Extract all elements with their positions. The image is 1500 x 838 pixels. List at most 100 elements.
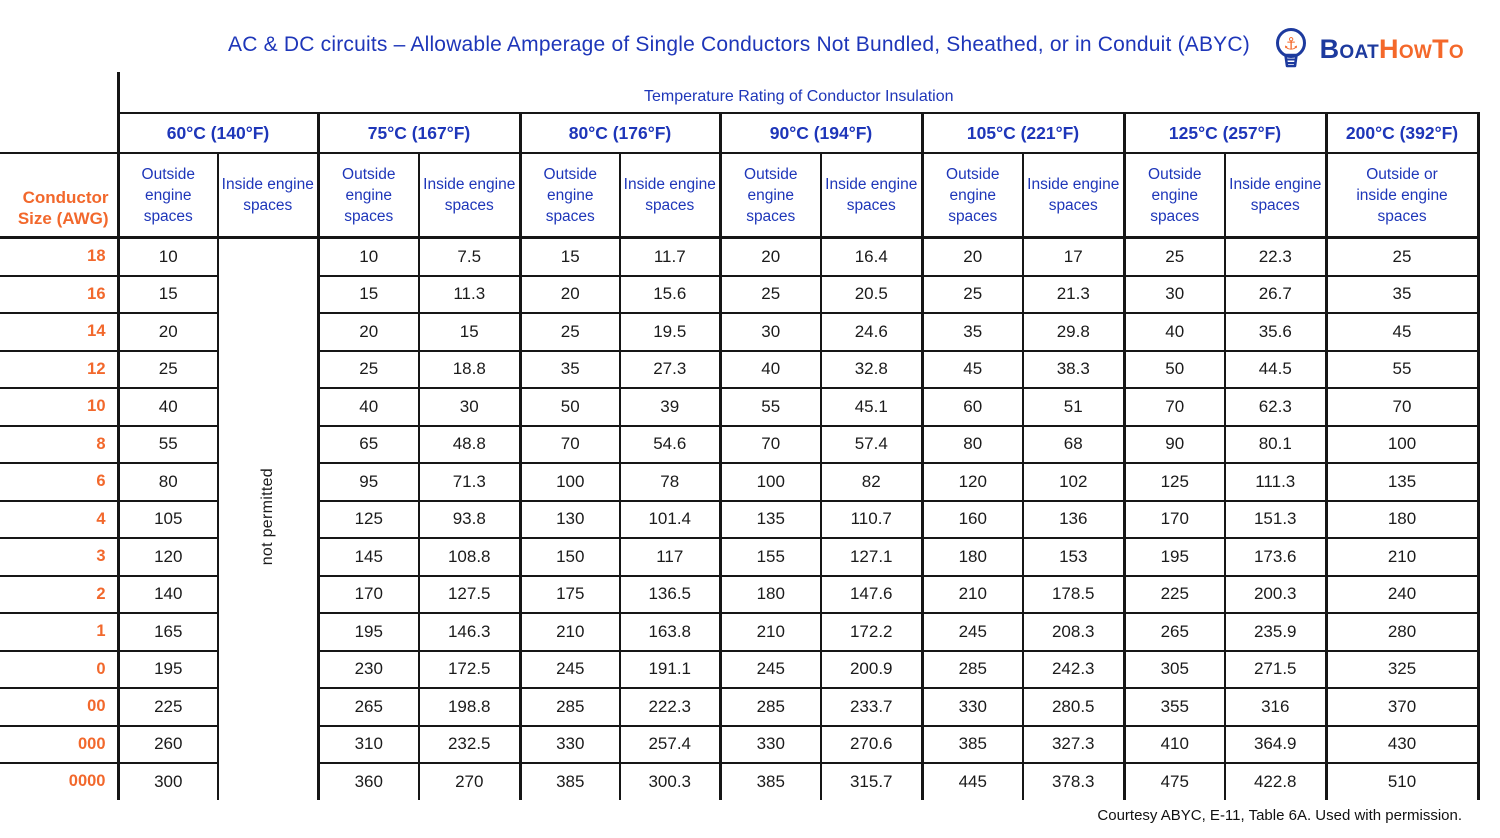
amperage-cell: 80.1	[1224, 425, 1326, 464]
temp-header-60: 60°C (140°F)	[116, 113, 318, 154]
amperage-cell: 25	[116, 350, 218, 389]
amperage-cell: 35.6	[1224, 313, 1326, 352]
amperage-cell: 15.6	[619, 275, 720, 314]
amperage-cell: 364.9	[1224, 725, 1326, 764]
amperage-cell: 10	[316, 237, 419, 277]
table-row: 0 195 230 172.5 245 191.1 245 200.9 285 242.3 305 2…	[0, 650, 1480, 689]
amperage-cell: 71.3	[418, 463, 520, 502]
amperage-cell: 151.3	[1224, 500, 1326, 539]
amperage-cell: 280.5	[1022, 688, 1124, 727]
amperage-cell: 510	[1324, 763, 1480, 800]
amperage-cell: 191.1	[619, 650, 720, 689]
amperage-cell: 20	[316, 313, 419, 352]
amperage-cell: 120	[920, 463, 1023, 502]
amperage-cell: 25	[920, 275, 1023, 314]
amperage-cell: 245	[518, 650, 620, 689]
amperage-cell: 180	[1324, 500, 1480, 539]
amperage-cell: 140	[116, 575, 218, 614]
amperage-cell: 125	[1122, 463, 1225, 502]
amperage-cell: 7.5	[418, 237, 520, 277]
awg-size-label: 14	[0, 313, 118, 352]
amperage-cell: 68	[1022, 425, 1124, 464]
amperage-cell: 195	[116, 650, 218, 689]
amperage-cell: 270.6	[820, 725, 922, 764]
sub-header-90-outside: Outside engine spaces	[718, 153, 821, 239]
amperage-cell: 45.1	[820, 388, 922, 427]
amperage-cell: 172.2	[820, 613, 922, 652]
amperage-cell: 35	[920, 313, 1023, 352]
amperage-cell: 55	[116, 425, 218, 464]
amperage-cell: 40	[1122, 313, 1225, 352]
sub-header-90-inside: Inside engine spaces	[820, 153, 922, 239]
awg-size-label: 2	[0, 575, 118, 614]
brand-part-howto: HowTo	[1379, 34, 1464, 64]
amperage-cell: 25	[1324, 237, 1480, 277]
amperage-cell: 60	[920, 388, 1023, 427]
amperage-cell: 325	[1324, 650, 1480, 689]
lightbulb-anchor-icon: ⚓	[1275, 28, 1306, 68]
amperage-cell: 270	[418, 763, 520, 800]
amperage-cell: 153	[1022, 538, 1124, 577]
amperage-cell: 95	[316, 463, 419, 502]
amperage-cell: 15	[418, 313, 520, 352]
amperage-cell: 70	[518, 425, 620, 464]
amperage-cell: 70	[1122, 388, 1225, 427]
amperage-cell: 160	[920, 500, 1023, 539]
amperage-cell: 430	[1324, 725, 1480, 764]
amperage-cell: 285	[718, 688, 821, 727]
awg-size-label: 4	[0, 500, 118, 539]
amperage-cell: 315.7	[820, 763, 922, 800]
awg-size-label: 000	[0, 725, 118, 764]
amperage-cell: 172.5	[418, 650, 520, 689]
amperage-cell: 55	[1324, 350, 1480, 389]
amperage-cell: 93.8	[418, 500, 520, 539]
table-row: 4 105 125 93.8 130 101.4 135 110.7 160 136 170 151.…	[0, 500, 1480, 539]
amperage-cell: 57.4	[820, 425, 922, 464]
amperage-table: Temperature Rating of Conductor Insulati…	[0, 72, 1480, 800]
table-row: 18 10 not permitted 10 7.5 15 11.7 20 16.4 20 17 25…	[0, 237, 1480, 800]
sub-header-80-outside: Outside engine spaces	[518, 153, 620, 239]
amperage-cell: 170	[1122, 500, 1225, 539]
awg-size-label: 0	[0, 650, 118, 689]
amperage-cell: 26.7	[1224, 275, 1326, 314]
amperage-cell: 82	[820, 463, 922, 502]
table-row: 000 260 310 232.5 330 257.4 330 270.6 385 327.3 41…	[0, 725, 1480, 764]
temp-header-125: 125°C (257°F)	[1122, 113, 1326, 154]
amperage-cell: 300.3	[619, 763, 720, 800]
amperage-cell: 50	[518, 388, 620, 427]
amperage-cell: 195	[1122, 538, 1225, 577]
amperage-cell: 25	[518, 313, 620, 352]
amperage-cell: 80	[920, 425, 1023, 464]
amperage-cell: 230	[316, 650, 419, 689]
awg-size-label: 3	[0, 538, 118, 577]
amperage-cell: 385	[518, 763, 620, 800]
amperage-cell: 385	[920, 725, 1023, 764]
amperage-cell: 40	[718, 350, 821, 389]
anchor-glyph: ⚓	[1283, 35, 1298, 54]
amperage-cell: 225	[116, 688, 218, 727]
table-row: 10 40 40 30 50 39 55 45.1 60 51 70 62.3 70	[0, 388, 1480, 427]
amperage-cell: 150	[518, 538, 620, 577]
sub-header-105-inside: Inside engine spaces	[1022, 153, 1124, 239]
super-header-row: Temperature Rating of Conductor Insulati…	[0, 72, 1479, 114]
sub-header-125-outside: Outside engine spaces	[1122, 153, 1225, 239]
amperage-cell: 170	[316, 575, 419, 614]
amperage-cell: 120	[116, 538, 218, 577]
amperage-cell: 110.7	[820, 500, 922, 539]
sub-header-75-inside: Inside engine spaces	[418, 153, 520, 239]
amperage-cell: 20	[718, 237, 821, 277]
amperage-cell: 285	[920, 650, 1023, 689]
conductor-size-line1: Conductor	[22, 188, 109, 207]
table-row: 2 140 170 127.5 175 136.5 180 147.6 210 178.5 225 2…	[0, 575, 1480, 614]
amperage-cell: 257.4	[619, 725, 720, 764]
amperage-cell: 15	[116, 275, 218, 314]
amperage-cell: 240	[1324, 575, 1480, 614]
amperage-cell: 265	[316, 688, 419, 727]
amperage-cell: 22.3	[1224, 237, 1326, 277]
amperage-cell: 445	[920, 763, 1023, 800]
corner-spacer	[0, 72, 118, 113]
sub-header-75-outside: Outside engine spaces	[316, 153, 419, 239]
amperage-cell: 260	[116, 725, 218, 764]
amperage-cell: 100	[718, 463, 821, 502]
awg-size-label: 12	[0, 350, 118, 389]
